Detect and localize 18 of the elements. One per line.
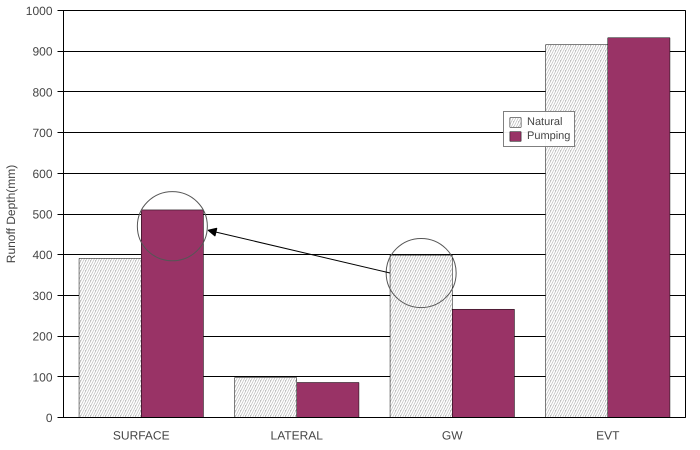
x-tick-label: LATERAL xyxy=(270,428,324,442)
legend-label: Natural xyxy=(527,116,562,128)
x-tick-label: GW xyxy=(442,428,464,442)
y-tick-label: 900 xyxy=(32,44,53,59)
y-tick-label: 800 xyxy=(32,85,53,100)
y-tick-label: 500 xyxy=(32,208,53,222)
y-tick-label: 700 xyxy=(32,126,53,140)
y-axis-title: Runoff Depth(mm) xyxy=(4,164,18,264)
y-tick-label: 100 xyxy=(32,370,53,384)
y-tick-label: 0 xyxy=(46,411,53,425)
x-tick-label: EVT xyxy=(596,428,620,442)
legend-label: Pumping xyxy=(527,130,570,142)
y-tick-label: 1000 xyxy=(26,4,53,18)
y-tick-label: 300 xyxy=(32,288,53,303)
y-tick-label: 200 xyxy=(32,330,53,344)
x-tick-label: SURFACE xyxy=(112,428,170,442)
y-tick-label: 400 xyxy=(32,248,53,262)
y-tick-label: 600 xyxy=(32,166,53,181)
